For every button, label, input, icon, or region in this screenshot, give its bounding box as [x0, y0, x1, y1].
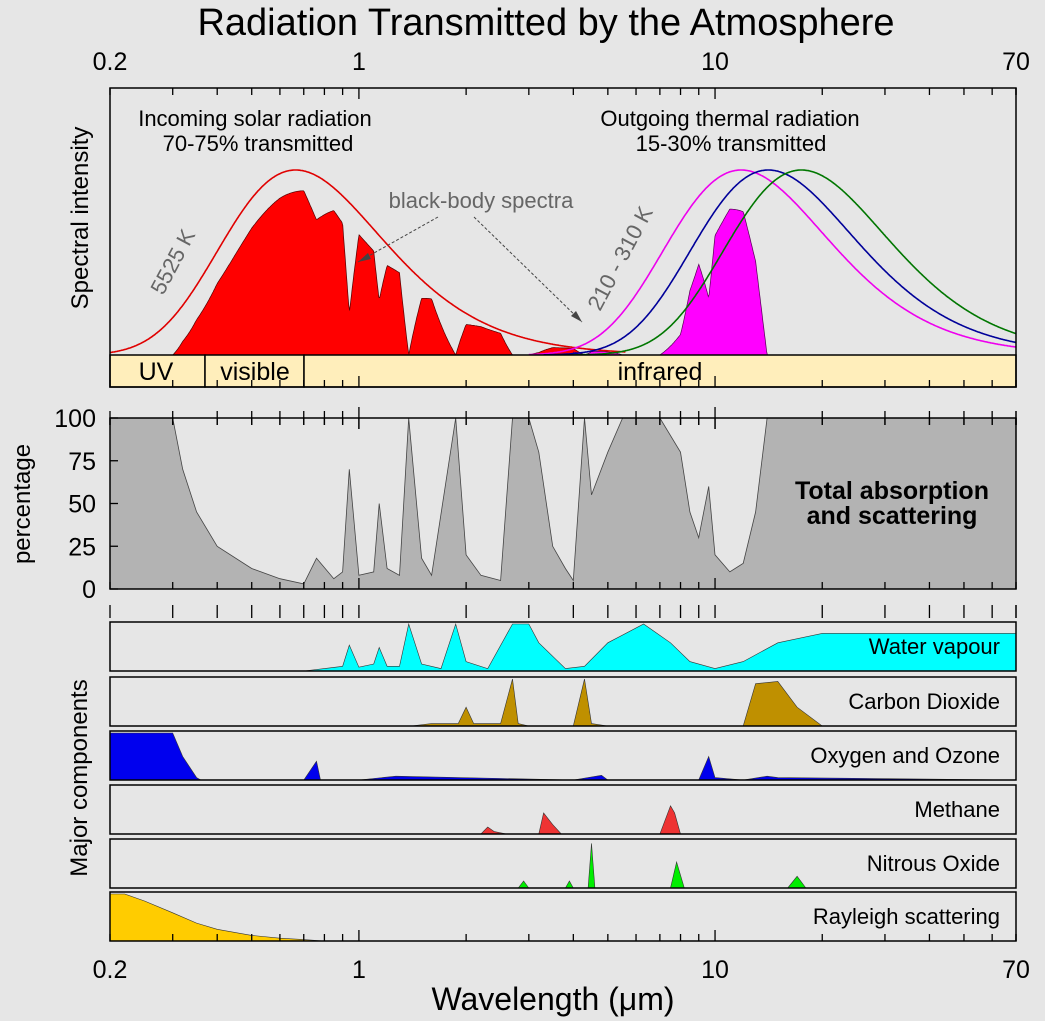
bottom-tick-label: 0.2 — [93, 956, 128, 984]
component-area — [110, 622, 1017, 672]
component-strip: Water vapour — [109, 621, 1017, 672]
percentage-tick-label: 100 — [54, 405, 96, 433]
spectral-ylabel: Spectral intensity — [67, 127, 94, 310]
visible-band-label: visible — [220, 358, 289, 386]
total-tick-marks — [109, 407, 1017, 589]
solar-label-line1: Incoming solar radiation — [138, 106, 372, 131]
top-tick-label: 10 — [701, 48, 729, 76]
spectral-panel: Incoming solar radiation 70-75% transmit… — [109, 87, 1017, 388]
total-label-line1: Total absorption — [795, 477, 989, 505]
uv-band-label: UV — [139, 358, 174, 386]
component-strip: Oxygen and Ozone — [109, 730, 1017, 781]
strip-bg — [110, 839, 1016, 888]
bottom-tick-label: 10 — [701, 956, 729, 984]
blackbody-arrow-solar — [357, 216, 439, 263]
component-strip: Carbon Dioxide — [109, 676, 1017, 727]
solar-label-line2: 70-75% transmitted — [163, 131, 354, 156]
solar-transmitted-area — [110, 190, 626, 356]
strip-frame — [109, 730, 1017, 781]
percentage-tick-label: 75 — [68, 448, 96, 476]
strip-bg — [110, 785, 1016, 834]
bottom-tick-label: 1 — [352, 956, 366, 984]
blackbody-arrowhead-thermal — [571, 311, 582, 322]
blackbody-label: black-body spectra — [389, 188, 574, 213]
component-label: Rayleigh scattering — [813, 904, 1000, 929]
component-label: Methane — [914, 797, 1000, 822]
spectral-tick-marks — [109, 88, 1017, 387]
blackbody-curve-260k — [543, 169, 1017, 356]
top-tick-label: 0.2 — [93, 48, 128, 76]
component-strip: Methane — [109, 784, 1017, 835]
top-tick-label: 1 — [352, 48, 366, 76]
blackbody-arrow-thermal — [473, 216, 583, 323]
component-label: Oxygen and Ozone — [810, 743, 1000, 768]
component-strip: Rayleigh scattering — [109, 891, 1017, 942]
total-panel: 0 25 50 75 100 Total absorption and scatteri… — [54, 405, 1017, 604]
strip-bg — [110, 677, 1016, 726]
component-strip: Nitrous Oxide — [109, 838, 1017, 889]
strip-frame — [109, 784, 1017, 835]
top-tick-labels: 0.2 1 10 70 — [93, 48, 1030, 76]
total-label-line2: and scattering — [807, 502, 978, 530]
blackbody-curve-5525k — [109, 169, 626, 354]
components-panel: Water vapour Carbon Dioxide Oxygen and Ozo… — [109, 605, 1017, 942]
total-y-ticks: 0 25 50 75 100 — [54, 405, 118, 604]
component-label: Water vapour — [869, 634, 1000, 659]
percentage-tick-label: 0 — [82, 576, 96, 604]
blackbody-curve-210k — [573, 169, 1017, 356]
component-label: Nitrous Oxide — [867, 851, 1000, 876]
component-area — [109, 732, 1017, 781]
percentage-ylabel: percentage — [9, 444, 36, 564]
strip-frame — [109, 891, 1017, 942]
bottom-tick-labels: 0.2 1 10 70 — [93, 956, 1030, 984]
component-label: Carbon Dioxide — [848, 689, 1000, 714]
strip-bg — [110, 892, 1016, 941]
component-area — [110, 843, 1016, 889]
strip-frame — [109, 676, 1017, 727]
strip-frame — [109, 838, 1017, 889]
strip-frame — [109, 621, 1017, 672]
strip-bg — [110, 731, 1016, 780]
percentage-tick-label: 25 — [68, 533, 96, 561]
thermal-label-line2: 15-30% transmitted — [636, 131, 827, 156]
blackbody-arrowhead-solar — [358, 253, 371, 262]
percentage-tick-label: 50 — [68, 491, 96, 519]
thermal-label-line1: Outgoing thermal radiation — [600, 106, 859, 131]
spectral-frame — [109, 87, 1017, 388]
chart-title: Radiation Transmitted by the Atmosphere — [197, 2, 894, 44]
components-ylabel: Major components — [66, 679, 93, 876]
component-area — [110, 805, 1016, 835]
top-tick-label: 70 — [1002, 48, 1030, 76]
visible-band — [204, 354, 305, 388]
x-axis-title: Wavelength (μm) — [431, 981, 674, 1017]
bottom-tick-marks — [109, 605, 1017, 941]
bottom-tick-label: 70 — [1002, 956, 1030, 984]
